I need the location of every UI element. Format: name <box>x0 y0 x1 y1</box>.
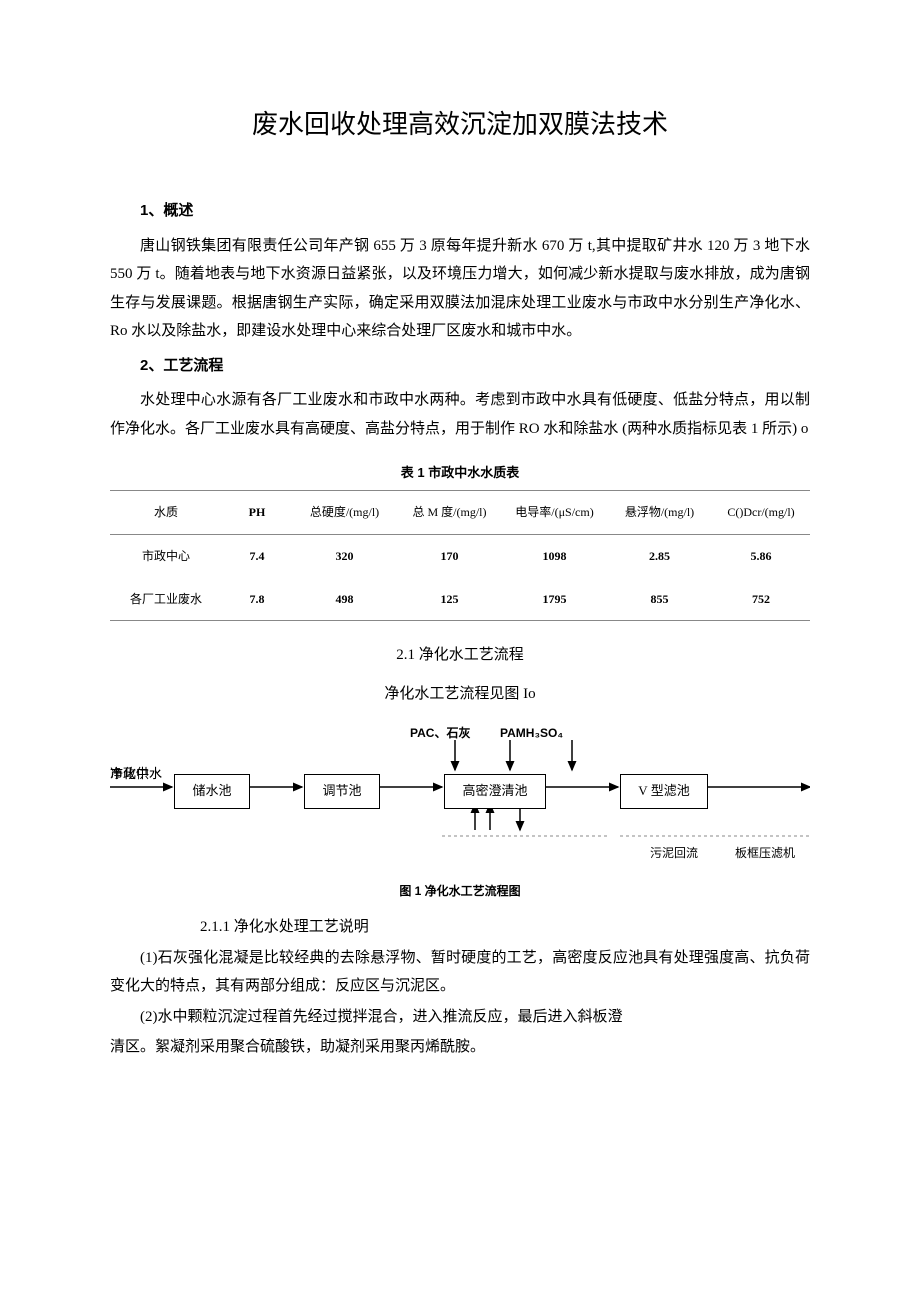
table-cell: 7.8 <box>222 578 292 621</box>
subsection-2-1-title: 2.1 净化水工艺流程 <box>110 641 810 670</box>
subsection-2-1-1-para2: (2)水中颗粒沉淀过程首先经过搅拌混合，进入推流反应，最后进入斜板澄 <box>110 1003 810 1032</box>
subsection-2-1-1-para2b: 清区。絮凝剂采用聚合硫酸铁，助凝剂采用聚丙烯酰胺。 <box>110 1033 810 1062</box>
table-col-5: 悬浮物/(mg/l) <box>607 491 712 535</box>
table-cell: 855 <box>607 578 712 621</box>
subsection-2-1-1-title: 2.1.1 净化水处理工艺说明 <box>110 913 810 942</box>
flow-chem-1: PAC、石灰 <box>410 722 470 745</box>
flow-output-label: 净化供水 <box>110 762 162 787</box>
table-1-caption: 表 1 市政中水水质表 <box>110 461 810 486</box>
table-cell: 125 <box>397 578 502 621</box>
table-col-6: C()Dcr/(mg/l) <box>712 491 810 535</box>
section-1-para: 唐山钢铁集团有限责任公司年产钢 655 万 3 原每年提升新水 670 万 t,… <box>110 232 810 346</box>
flow-chem-2: PAMH₃SO₄ <box>500 722 563 745</box>
table-row: 市政中心 7.4 320 170 1098 2.85 5.86 <box>110 534 810 577</box>
table-cell: 1098 <box>502 534 607 577</box>
table-1: 水质 PH 总硬度/(mg/l) 总 M 度/(mg/l) 电导率/(μS/cm… <box>110 490 810 621</box>
section-1-heading: 1、概述 <box>110 197 810 226</box>
table-cell: 市政中心 <box>110 534 222 577</box>
table-col-2: 总硬度/(mg/l) <box>292 491 397 535</box>
table-col-4: 电导率/(μS/cm) <box>502 491 607 535</box>
table-col-1: PH <box>222 491 292 535</box>
flow-box-4: V 型滤池 <box>620 774 708 809</box>
flow-note-1: 污泥回流 <box>650 842 698 865</box>
figure-1-caption: 图 1 净化水工艺流程图 <box>110 880 810 903</box>
table-cell: 5.86 <box>712 534 810 577</box>
table-cell: 7.4 <box>222 534 292 577</box>
table-cell: 752 <box>712 578 810 621</box>
table-cell: 2.85 <box>607 534 712 577</box>
flow-box-3: 高密澄清池 <box>444 774 546 809</box>
flow-note-2: 板框压滤机 <box>735 842 795 865</box>
table-col-0: 水质 <box>110 491 222 535</box>
table-cell: 320 <box>292 534 397 577</box>
table-row: 各厂工业废水 7.8 498 125 1795 855 752 <box>110 578 810 621</box>
table-cell: 170 <box>397 534 502 577</box>
subsection-2-1-1-para1: (1)石灰强化混凝是比较经典的去除悬浮物、暂时硬度的工艺，高密度反应池具有处理强… <box>110 944 810 1001</box>
section-2-heading: 2、工艺流程 <box>110 352 810 381</box>
flow-box-1: 储水池 <box>174 774 250 809</box>
flow-box-2: 调节池 <box>304 774 380 809</box>
flowchart-1: 市政中水 净化供水 PAC、石灰 PAMH₃SO₄ 储水池 调节池 高密澄清池 … <box>110 722 810 872</box>
subsection-2-1-sub: 净化水工艺流程见图 Io <box>110 680 810 709</box>
table-cell: 1795 <box>502 578 607 621</box>
section-2-para: 水处理中心水源有各厂工业废水和市政中水两种。考虑到市政中水具有低硬度、低盐分特点… <box>110 386 810 443</box>
page-title: 废水回收处理高效沉淀加双膜法技术 <box>110 100 810 149</box>
table-cell: 498 <box>292 578 397 621</box>
table-cell: 各厂工业废水 <box>110 578 222 621</box>
table-col-3: 总 M 度/(mg/l) <box>397 491 502 535</box>
